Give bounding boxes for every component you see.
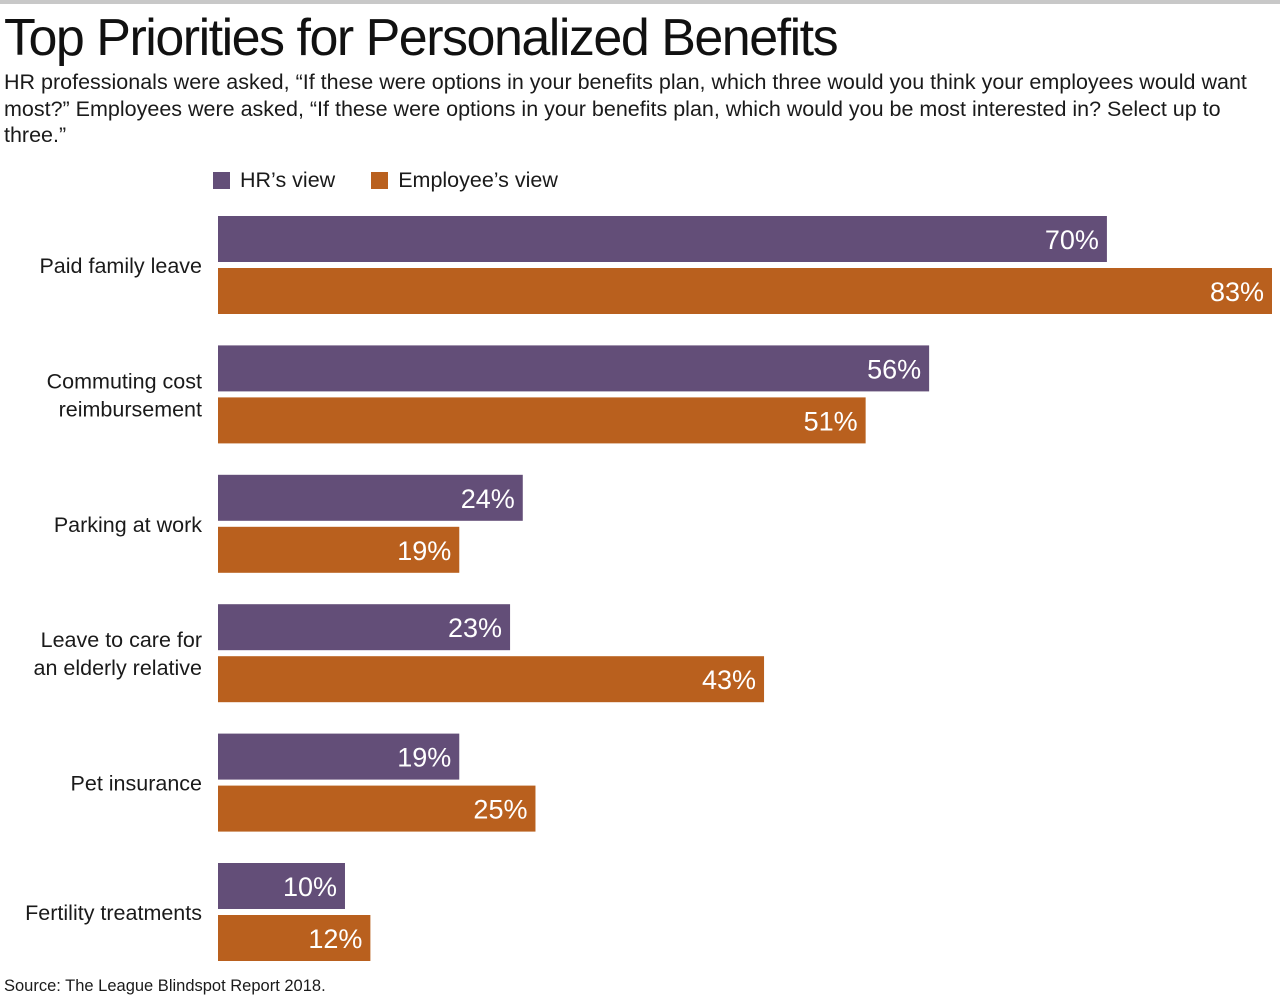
bar-hr (218, 863, 345, 909)
value-label-employee: 25% (473, 795, 527, 825)
value-label-employee: 43% (702, 665, 756, 695)
source-note: Source: The League Blindspot Report 2018… (4, 977, 326, 995)
bar-employee (218, 268, 1272, 314)
value-label-hr: 24% (461, 484, 515, 514)
chart-subtitle: HR professionals were asked, “If these w… (4, 70, 1247, 147)
category-label: Paid family leave (39, 254, 202, 278)
top-rule (0, 0, 1280, 4)
value-label-employee: 12% (308, 924, 362, 954)
bar-employee (218, 656, 765, 703)
bar-employee (218, 526, 460, 573)
category-label: Leave to care for an elderly relative (33, 628, 202, 680)
value-label-employee: 19% (397, 536, 451, 566)
bar-group: Pet insurance 19% 25% (71, 733, 536, 832)
bar-employee (218, 915, 371, 961)
legend-item-employee: Employee’s view (371, 168, 558, 193)
legend-label-hr: HR’s view (240, 167, 336, 192)
value-label-hr: 56% (867, 354, 921, 384)
legend-label-employee: Employee’s view (398, 167, 558, 192)
bar-group: Commuting cost reimbursement 56% 51% (47, 345, 930, 444)
bar-employee (218, 397, 866, 444)
value-label-hr: 10% (283, 872, 337, 902)
bar-group: Parking at work 24% 19% (54, 474, 523, 573)
value-label-employee: 83% (1210, 277, 1264, 307)
bar-employee (218, 785, 536, 832)
value-label-hr: 23% (448, 613, 502, 643)
bar-hr (218, 216, 1107, 262)
bar-group: Fertility treatments 10% 12% (25, 863, 371, 961)
bar-hr (218, 733, 460, 780)
value-label-hr: 70% (1045, 225, 1099, 255)
legend-swatch-employee (371, 171, 389, 189)
value-label-hr: 19% (397, 743, 451, 773)
category-label: Commuting cost reimbursement (47, 369, 202, 421)
bar-group: Paid family leave 70% 83% (39, 216, 1272, 314)
legend-swatch-hr (213, 171, 230, 189)
legend: HR’s view Employee’s view (213, 166, 594, 194)
bar-hr (218, 474, 523, 521)
bar-group: Leave to care for an elderly relative 23% 4… (33, 604, 765, 703)
value-label-employee: 51% (804, 406, 858, 436)
category-label: Parking at work (54, 513, 202, 537)
bar-hr (218, 345, 930, 392)
legend-item-hr: HR’s view (213, 168, 335, 193)
category-label: Pet insurance (71, 772, 202, 796)
category-label: Fertility treatments (25, 901, 202, 925)
chart-title: Top Priorities for Personalized Benefits (4, 9, 839, 67)
bar-hr (218, 604, 511, 651)
